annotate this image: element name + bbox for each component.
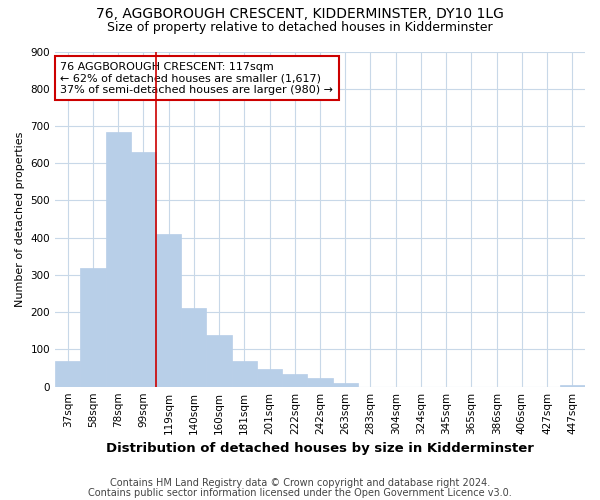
Text: Size of property relative to detached houses in Kidderminster: Size of property relative to detached ho…: [107, 21, 493, 34]
Bar: [282, 374, 307, 386]
Bar: [80, 268, 106, 386]
Bar: [181, 308, 206, 386]
Y-axis label: Number of detached properties: Number of detached properties: [15, 132, 25, 307]
Bar: [156, 234, 181, 386]
Bar: [307, 378, 332, 386]
Bar: [206, 334, 232, 386]
Bar: [106, 132, 131, 386]
Bar: [332, 383, 358, 386]
Text: Contains public sector information licensed under the Open Government Licence v3: Contains public sector information licen…: [88, 488, 512, 498]
Bar: [232, 362, 257, 386]
X-axis label: Distribution of detached houses by size in Kidderminster: Distribution of detached houses by size …: [106, 442, 534, 455]
Bar: [55, 360, 80, 386]
Text: 76 AGGBOROUGH CRESCENT: 117sqm
← 62% of detached houses are smaller (1,617)
37% : 76 AGGBOROUGH CRESCENT: 117sqm ← 62% of …: [61, 62, 334, 95]
Bar: [131, 152, 156, 386]
Text: 76, AGGBOROUGH CRESCENT, KIDDERMINSTER, DY10 1LG: 76, AGGBOROUGH CRESCENT, KIDDERMINSTER, …: [96, 8, 504, 22]
Bar: [560, 385, 585, 386]
Bar: [257, 369, 282, 386]
Text: Contains HM Land Registry data © Crown copyright and database right 2024.: Contains HM Land Registry data © Crown c…: [110, 478, 490, 488]
